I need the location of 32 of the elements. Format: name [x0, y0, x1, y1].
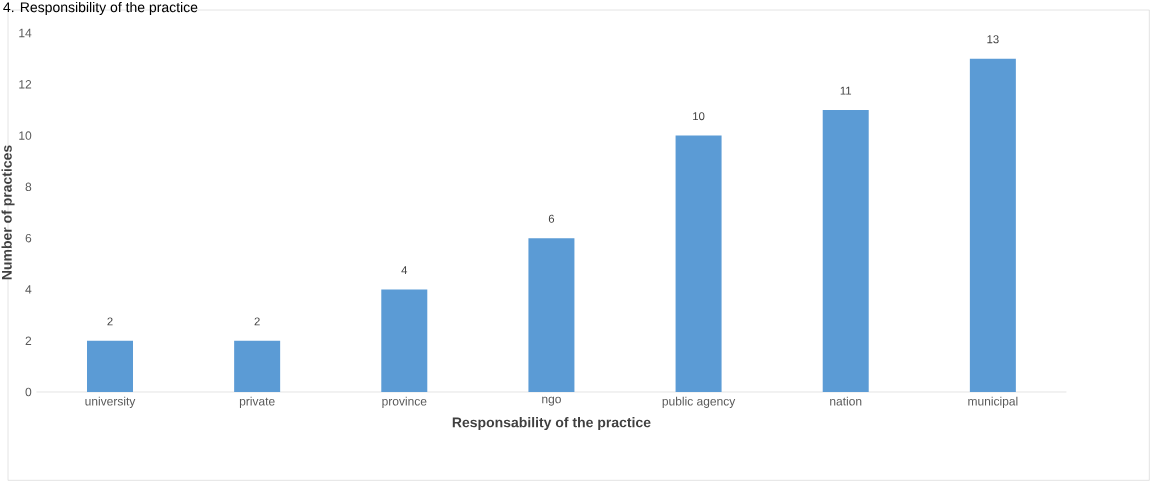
- x-tick-label: province: [382, 396, 427, 408]
- x-tick-label: municipal: [968, 396, 1018, 408]
- y-tick-label: 14: [19, 28, 32, 38]
- y-tick-label: 2: [25, 336, 32, 345]
- chart-title: 4. Responsibility of the practice: [3, 1, 198, 15]
- x-tick-label: public agency: [662, 396, 736, 408]
- y-tick-label: 0: [25, 387, 32, 397]
- bar: [822, 109, 869, 392]
- y-tick-label: 12: [19, 80, 32, 89]
- data-label: 10: [693, 112, 705, 121]
- x-tick-label: ngo: [542, 396, 561, 406]
- x-tick-label: university: [85, 396, 136, 408]
- data-label: 4: [401, 266, 408, 275]
- y-tick-label: 6: [25, 233, 32, 243]
- bar: [528, 238, 575, 392]
- bar: [969, 58, 1016, 392]
- x-tick-label: nation: [830, 396, 862, 406]
- bar: [87, 340, 134, 392]
- data-label: 13: [987, 35, 999, 44]
- data-label: 6: [548, 214, 555, 223]
- bar: [675, 135, 722, 392]
- data-label: 2: [107, 317, 113, 326]
- bar: [381, 289, 428, 392]
- y-axis-title: Number of practices: [1, 145, 15, 280]
- y-tick-label: 4: [25, 285, 32, 294]
- y-tick-label: 8: [25, 182, 32, 192]
- bar: [234, 340, 281, 392]
- y-tick-label: 10: [19, 131, 32, 140]
- x-axis-title: Responsability of the practice: [452, 417, 651, 431]
- x-tick-label: private: [239, 396, 275, 408]
- data-label: 11: [840, 86, 852, 95]
- data-label: 2: [254, 317, 260, 326]
